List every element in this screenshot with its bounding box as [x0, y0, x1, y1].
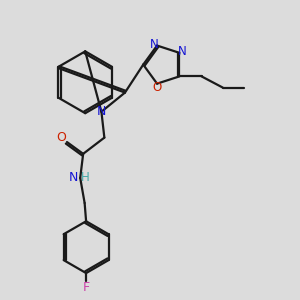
- Text: O: O: [152, 81, 162, 94]
- Text: N: N: [69, 172, 78, 184]
- Text: H: H: [81, 172, 90, 184]
- Text: F: F: [82, 281, 90, 294]
- Text: N: N: [97, 105, 106, 118]
- Text: N: N: [177, 45, 186, 58]
- Text: N: N: [150, 38, 159, 51]
- Text: O: O: [56, 131, 66, 144]
